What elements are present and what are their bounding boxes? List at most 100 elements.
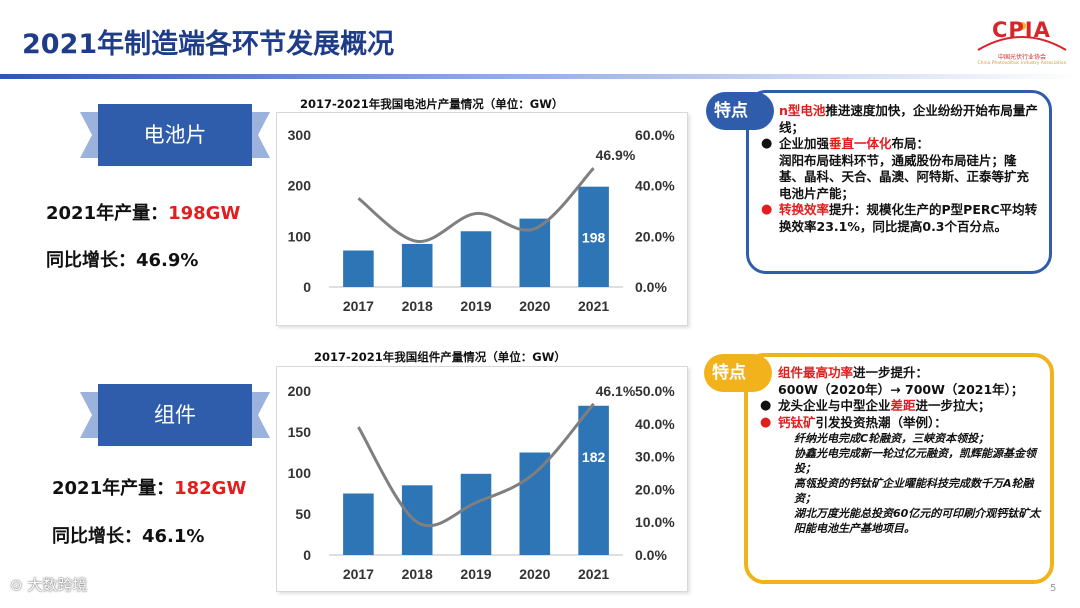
y2-tick-label: 0.0%	[635, 547, 667, 563]
cell-output: 2021年产量：198GW	[46, 199, 240, 225]
x-tick-label: 2018	[402, 566, 433, 582]
bar	[578, 405, 609, 555]
y-tick-label: 0	[303, 547, 311, 563]
module-output: 2021年产量：182GW	[52, 474, 246, 500]
bar	[401, 243, 433, 287]
callout-item: 润阳布局硅料环节，通威股份布局硅片；隆基、晶科、天合、晶澳、阿特斯、正泰等扩充电…	[759, 153, 1041, 203]
bullet-icon: ●	[761, 202, 773, 217]
cell-output-value: 198GW	[168, 203, 241, 224]
y-tick-label: 100	[288, 228, 312, 244]
y-tick-label: 0	[303, 279, 311, 295]
cell-chart-title: 2017-2021年我国电池片产量情况（单位：GW）	[300, 97, 564, 111]
module-growth: 同比增长：46.1%	[52, 522, 204, 548]
callout-text: 进一步提升：	[853, 365, 929, 380]
cell-callout-text: ●n型电池推进速度加快，企业纷纷开始布局量产线；●企业加强垂直一体化布局：润阳布…	[759, 103, 1041, 235]
page-title: 2021年制造端各环节发展概况	[22, 29, 395, 60]
bar	[578, 186, 609, 287]
module-chart-svg: 0 50 100 150 200 0.0% 10.0% 20.0% 30.0% 40.0% 50.0…	[288, 383, 676, 582]
growth-line	[357, 167, 595, 243]
bar	[460, 231, 492, 287]
callout-highlight: n型电池	[779, 103, 826, 118]
callout-highlight: 差距	[890, 398, 916, 413]
x-tick-label: 2017	[343, 298, 374, 314]
callout-item: 高瓴投资的钙钛矿企业曜能科技完成数千万A轮融资；	[758, 476, 1046, 506]
bar	[519, 452, 551, 555]
module-output-label: 2021年产量：	[52, 478, 175, 499]
callout-highlight: 钙钛矿	[778, 414, 816, 430]
y-tick-label: 150	[288, 424, 312, 440]
module-growth-label: 同比增长：	[52, 526, 142, 547]
cell-ribbon-label: 电池片	[143, 123, 207, 147]
callout-item: ●n型电池推进速度加快，企业纷纷开始布局量产线；	[759, 103, 1041, 136]
x-tick-label: 2017	[343, 566, 374, 582]
callout-text: 润阳布局硅料环节，通威股份布局硅片；隆基、晶科、天合、晶澳、阿特斯、正泰等扩充电…	[779, 152, 1030, 201]
y-tick-label: 50	[295, 506, 311, 522]
logo-subtitle-en: China Photovoltaic Industry Association	[977, 61, 1067, 66]
module-ribbon: 组件	[80, 384, 270, 446]
callout-text: 布局：	[891, 136, 930, 151]
ribbon-shape	[80, 104, 270, 166]
callout-text: 引发投资热潮（举例）：	[815, 414, 947, 430]
x-tick-label: 2018	[402, 298, 433, 314]
module-ribbon-label: 组件	[154, 403, 196, 427]
y2-tick-label: 20.0%	[635, 228, 675, 244]
callout-item: 纤纳光电完成C轮融资，三峡资本领投；	[758, 431, 1046, 446]
cell-chart: 0 100 200 300 0.0% 20.0% 40.0% 60.0% 2017 2018 201…	[276, 112, 688, 326]
cell-growth-label: 同比增长：	[46, 250, 136, 271]
watermark-logo-icon: ⊙	[10, 576, 28, 594]
bullet-icon: ●	[761, 136, 773, 151]
cell-output-label: 2021年产量：	[46, 203, 169, 224]
cpia-logo: CPIA 中国光伏行业协会 China Photovoltaic Industr…	[972, 14, 1072, 80]
bar	[460, 473, 492, 555]
module-growth-value: 46.1%	[142, 526, 205, 547]
callout-item: ● 企业加强垂直一体化布局：	[759, 136, 1041, 153]
callout-item: 湖北万度光能总投资60亿元的可印刷介观钙钛矿太阳能电池生产基地项目。	[758, 506, 1046, 536]
growth-line	[357, 402, 595, 528]
logo-text: CPIA	[992, 18, 1051, 42]
module-callout: ●组件最高功率进一步提升：600W（2020年）→ 700W（2021年）；●龙…	[744, 353, 1054, 584]
watermark-text: 大数跨境	[27, 576, 88, 594]
module-chart-title: 2017-2021年我国组件产量情况（单位：GW）	[314, 350, 566, 364]
callout-text: 湖北万度光能总投资60亿元的可印刷介观钙钛矿太阳能电池生产基地项目。	[794, 507, 1041, 535]
callout-item: ● 转换效率提升：规模化生产的P型PERC平均转换效率23.1%，同比提高0.3个…	[759, 202, 1041, 235]
line-data-label: 46.9%	[596, 147, 636, 163]
callout-highlight: 组件最高功率	[778, 365, 854, 380]
callout-item: ●组件最高功率进一步提升：	[758, 365, 1046, 382]
watermark: ⊙ 大数跨境	[10, 574, 87, 595]
callout-highlight: 转换效率	[779, 202, 830, 217]
callout-text: 纤纳光电完成C轮融资，三峡资本领投；	[794, 432, 990, 445]
bar-data-label: 182	[582, 449, 606, 465]
callout-text: 600W（2020年）→ 700W（2021年）；	[778, 381, 1024, 397]
y2-tick-label: 60.0%	[635, 127, 675, 143]
callout-item: 600W（2020年）→ 700W（2021年）；	[758, 382, 1046, 399]
callout-text: 进一步拉大；	[915, 398, 991, 413]
cell-ribbon: 电池片	[80, 104, 270, 166]
y2-tick-label: 20.0%	[635, 481, 675, 497]
logo-subtitle: 中国光伏行业协会	[997, 54, 1046, 61]
ribbon-shape	[80, 384, 270, 446]
y-tick-label: 200	[288, 383, 312, 399]
callout-text: 协鑫光电完成新一轮过亿元融资，凯辉能源基金领投；	[794, 447, 1036, 475]
x-tick-label: 2020	[519, 298, 550, 314]
callout-text: 提升：规模化生产的P型PERC平均转换效率23.1%，同比提高0.3个百分点。	[779, 202, 1038, 234]
x-tick-label: 2019	[460, 566, 491, 582]
module-chart: 0 50 100 150 200 0.0% 10.0% 20.0% 30.0% 40.0% 50.0…	[276, 366, 688, 592]
module-callout-text: ●组件最高功率进一步提升：600W（2020年）→ 700W（2021年）；●龙…	[758, 365, 1046, 536]
callout-item: 协鑫光电完成新一轮过亿元融资，凯辉能源基金领投；	[758, 446, 1046, 476]
y2-tick-label: 50.0%	[635, 383, 675, 399]
x-tick-label: 2021	[578, 298, 609, 314]
y-tick-label: 200	[288, 178, 312, 194]
cell-growth: 同比增长：46.9%	[46, 246, 198, 272]
module-output-value: 182GW	[174, 478, 247, 499]
callout-text: 企业加强	[779, 136, 830, 151]
x-tick-label: 2019	[460, 298, 491, 314]
y2-tick-label: 40.0%	[635, 178, 675, 194]
x-tick-label: 2021	[578, 566, 609, 582]
x-tick-label: 2020	[519, 566, 550, 582]
bar-data-label: 198	[582, 230, 606, 246]
callout-item: ● 龙头企业与中型企业差距进一步拉大；	[758, 398, 1046, 415]
module-feature-tag: 特点	[704, 354, 772, 392]
y2-tick-label: 10.0%	[635, 514, 675, 530]
callout-highlight: 垂直一体化	[829, 136, 892, 151]
bullet-icon: ●	[760, 414, 772, 430]
